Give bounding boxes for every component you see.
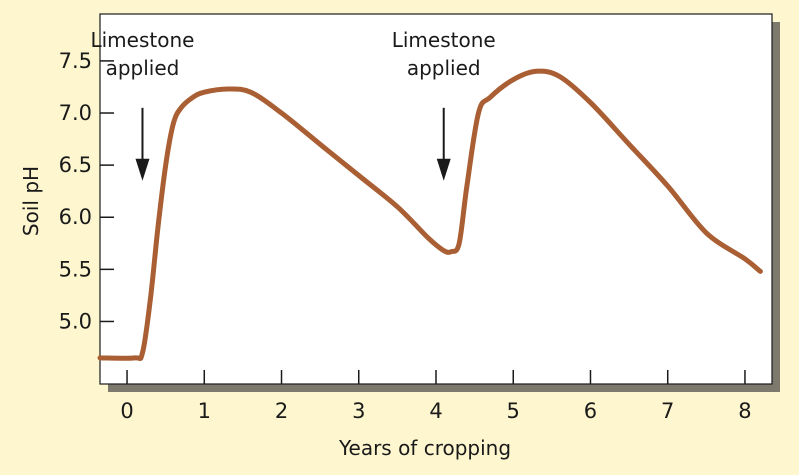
x-tick-label: 3 (352, 399, 365, 423)
x-tick-label: 5 (507, 399, 520, 423)
y-tick-label: 7.5 (59, 49, 92, 73)
y-tick-label: 6.5 (59, 153, 92, 177)
x-axis-ticks: 0 1 2 3 4 5 6 7 8 (120, 370, 752, 423)
annotation-label: Limestone (392, 28, 496, 52)
y-tick-label: 5.5 (59, 257, 92, 281)
arrow-down-icon (436, 158, 451, 181)
x-tick-label: 4 (429, 399, 442, 423)
arrow-down-icon (135, 158, 150, 181)
y-axis-title: Soil pH (19, 166, 43, 236)
annotations: Limestone applied Limestone applied (90, 28, 496, 181)
plot-area (99, 13, 773, 385)
x-tick-label: 0 (120, 399, 133, 423)
y-tick-label: 6.0 (59, 205, 92, 229)
x-tick-label: 8 (738, 399, 751, 423)
limestone-annotation: Limestone applied (90, 28, 194, 181)
y-tick-label: 5.0 (59, 309, 92, 333)
y-tick-label: 7.0 (59, 101, 92, 125)
soil-ph-line (97, 68, 763, 362)
annotation-label: applied (106, 56, 180, 80)
annotation-label: applied (407, 56, 481, 80)
x-tick-label: 1 (198, 399, 211, 423)
x-tick-label: 7 (661, 399, 674, 423)
annotation-label: Limestone (90, 28, 194, 52)
limestone-annotation: Limestone applied (392, 28, 496, 181)
y-axis-ticks: 5.0 5.5 6.0 6.5 7.0 7.5 (59, 49, 114, 333)
x-tick-label: 6 (584, 399, 597, 423)
x-tick-label: 2 (275, 399, 288, 423)
x-axis-title: Years of cropping (338, 436, 511, 460)
